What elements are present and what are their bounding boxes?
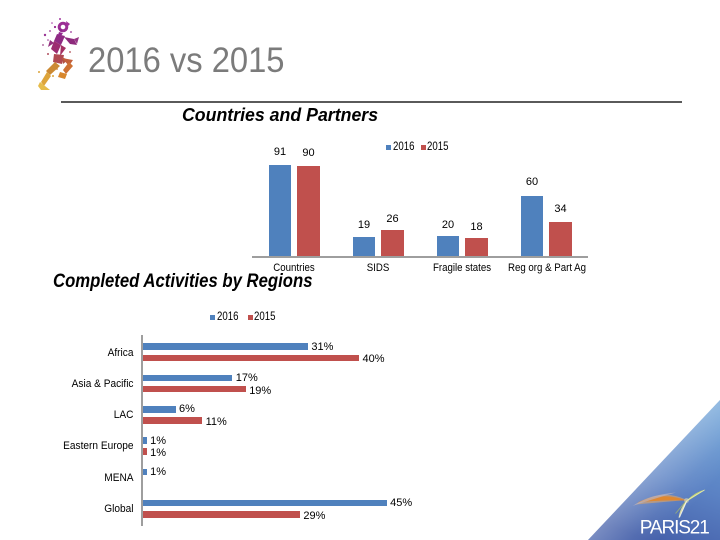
svg-text:PARIS21: PARIS21 <box>640 517 710 538</box>
